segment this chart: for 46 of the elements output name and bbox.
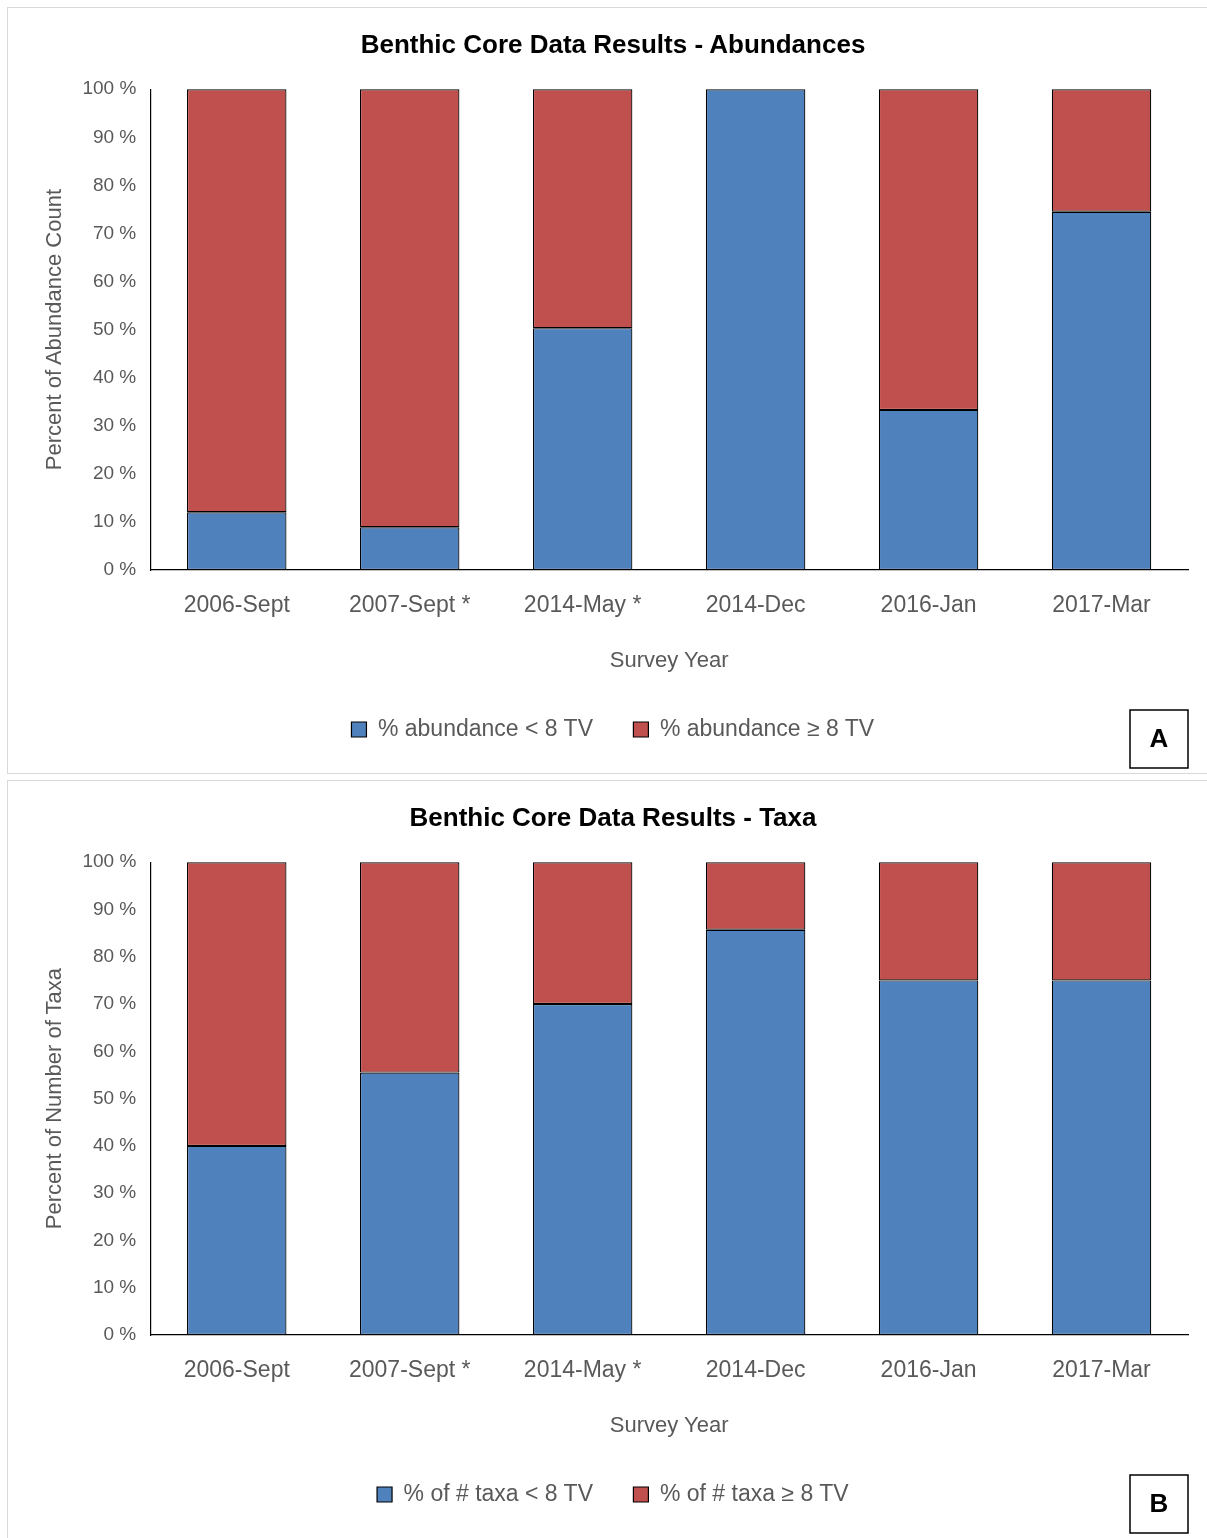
y-tick-label: 20 % — [92, 462, 137, 484]
x-tick-label: 2006-Sept — [183, 591, 291, 618]
text: B — [1149, 1488, 1169, 1519]
y-tick-label: 50 % — [92, 317, 137, 339]
y-axis-title: Percent of Abundance Count — [41, 188, 67, 471]
x-tick-label: 2017-Mar — [1052, 1356, 1152, 1383]
x-tick-label: 2006-Sept — [183, 1356, 291, 1383]
y-tick-label: 60 % — [92, 1039, 137, 1061]
y-tick-label: 10 % — [92, 510, 137, 532]
x-axis-title: Survey Year — [609, 1411, 729, 1437]
legend-label: % of # taxa ≥ 8 TV — [659, 1479, 850, 1506]
y-axis-title: Percent of Number of Taxa — [41, 967, 67, 1230]
y-tick-label: 0 % — [103, 558, 137, 580]
y-tick-label: 30 % — [92, 1181, 137, 1203]
y-tick-label: 50 % — [92, 1086, 137, 1108]
y-tick-label: 100 % — [82, 77, 137, 99]
y-tick-label: 70 % — [92, 221, 137, 243]
x-tick-label: 2014-Dec — [705, 591, 806, 618]
x-tick-label: 2014-May * — [523, 1356, 642, 1383]
legend-label: % abundance ≥ 8 TV — [659, 714, 875, 741]
y-tick-label: 0 % — [103, 1323, 137, 1345]
y-tick-label: 30 % — [92, 413, 137, 435]
chart-title: Benthic Core Data Results - Taxa — [409, 801, 818, 832]
x-tick-label: 2017-Mar — [1052, 591, 1152, 618]
x-tick-label: 2014-Dec — [705, 1356, 806, 1383]
y-tick-label: 90 % — [92, 125, 137, 147]
x-tick-label: 2014-May * — [523, 591, 642, 618]
y-tick-label: 40 % — [92, 1134, 137, 1156]
y-tick-label: 70 % — [92, 992, 137, 1014]
y-tick-label: 100 % — [82, 850, 137, 872]
y-tick-label: 40 % — [92, 365, 137, 387]
legend-label: % abundance < 8 TV — [377, 714, 594, 741]
y-tick-label: 60 % — [92, 269, 137, 291]
y-tick-label: 80 % — [92, 173, 137, 195]
y-tick-label: 80 % — [92, 944, 137, 966]
x-tick-label: 2016-Jan — [880, 591, 977, 618]
y-tick-label: 10 % — [92, 1275, 137, 1297]
x-axis-title: Survey Year — [609, 646, 729, 672]
x-tick-label: 2007-Sept * — [348, 591, 471, 618]
text: A — [1149, 723, 1169, 754]
x-tick-label: 2016-Jan — [880, 1356, 977, 1383]
y-tick-label: 90 % — [92, 897, 137, 919]
chart-title: Benthic Core Data Results - Abundances — [360, 28, 866, 59]
legend-label: % of # taxa < 8 TV — [403, 1479, 594, 1506]
y-tick-label: 20 % — [92, 1228, 137, 1250]
x-tick-label: 2007-Sept * — [348, 1356, 471, 1383]
